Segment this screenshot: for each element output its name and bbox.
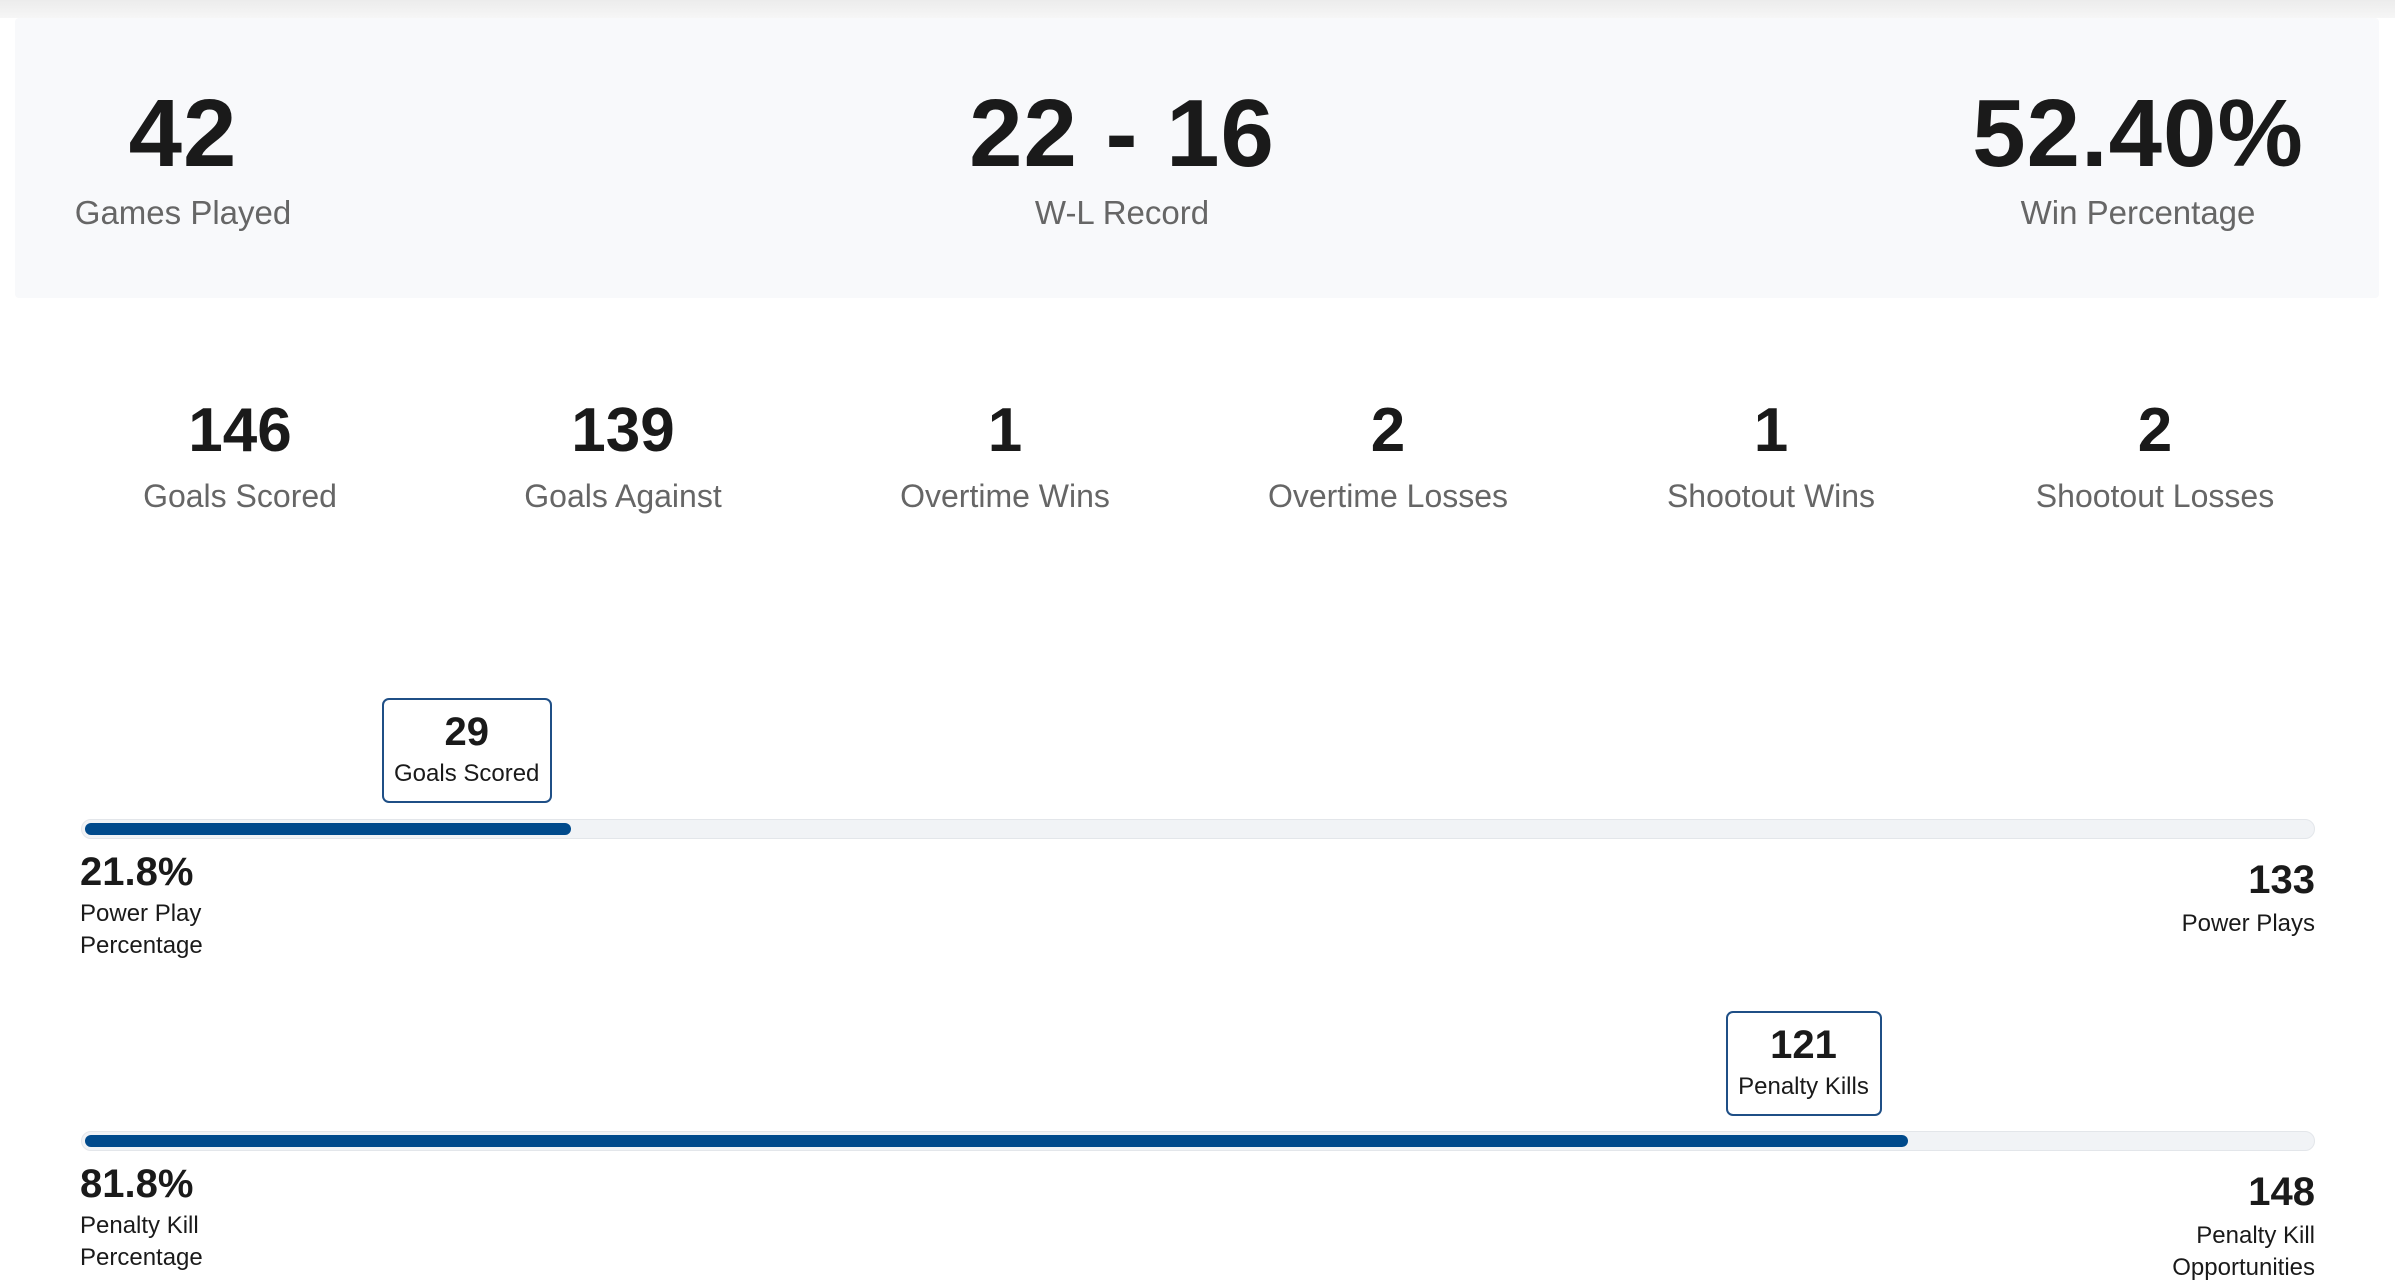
penalty-kill-percentage: 81.8% Penalty Kill Percentage <box>80 1162 240 1274</box>
stat-value: 1 <box>1753 396 1789 465</box>
stat-label: Overtime Losses <box>1267 478 1509 514</box>
stat-value: 42 <box>128 80 238 187</box>
goals-against-stat: 139 Goals Against <box>524 400 721 515</box>
stat-label: Shootout Wins <box>1666 478 1876 514</box>
overtime-wins-stat: 1 Overtime Wins <box>900 400 1110 515</box>
stat-value: 1 <box>987 396 1023 465</box>
shootout-losses-stat: 2 Shootout Losses <box>2036 400 2274 515</box>
total-value: 148 <box>2248 1170 2315 1214</box>
goals-scored-stat: 146 Goals Scored <box>143 400 337 515</box>
power-play-percentage: 21.8% Power Play Percentage <box>80 850 240 962</box>
shootout-wins-stat: 1 Shootout Wins <box>1667 400 1875 515</box>
marker-label: Goals Scored <box>394 760 540 787</box>
stat-value: 2 <box>1370 396 1406 465</box>
stat-label: Shootout Losses <box>2035 478 2275 514</box>
total-value: 133 <box>2248 858 2315 902</box>
stat-label: Overtime Wins <box>900 478 1110 514</box>
marker-label: Penalty Kills <box>1738 1073 1869 1100</box>
total-label: Power Plays <box>2181 910 2315 937</box>
total-label: Penalty Kill Opportunities <box>2172 1222 2315 1281</box>
penalty-kill-progress-bar <box>81 1131 2315 1151</box>
marker-value: 29 <box>444 710 489 754</box>
penalty-kill-progress-fill <box>85 1135 1908 1147</box>
wl-record-stat: 22 - 16 W-L Record <box>969 86 1275 232</box>
penalty-kill-opportunities-total: 148 Penalty Kill Opportunities <box>2115 1170 2315 1284</box>
percentage-value: 81.8% <box>80 1162 194 1206</box>
percentage-label: Penalty Kill Percentage <box>80 1212 203 1271</box>
summary-card <box>15 18 2379 298</box>
stat-label: W-L Record <box>1034 194 1210 231</box>
stat-value: 146 <box>188 396 292 465</box>
percentage-label: Power Play Percentage <box>80 900 203 959</box>
power-plays-total: 133 Power Plays <box>2182 858 2315 940</box>
stat-value: 52.40% <box>1972 80 2304 187</box>
stat-label: Goals Against <box>524 478 722 514</box>
stat-value: 2 <box>2137 396 2173 465</box>
power-play-progress-fill <box>85 823 571 835</box>
stat-label: Win Percentage <box>2020 194 2256 231</box>
penalty-kills-marker: 121 Penalty Kills <box>1725 1011 1882 1116</box>
percentage-value: 21.8% <box>80 850 194 894</box>
stat-label: Goals Scored <box>143 478 337 514</box>
stat-value: 139 <box>571 396 675 465</box>
games-played-stat: 42 Games Played <box>75 86 291 232</box>
power-play-goals-marker: 29 Goals Scored <box>381 698 552 803</box>
marker-value: 121 <box>1770 1023 1837 1067</box>
top-shadow <box>0 0 2395 18</box>
win-percentage-stat: 52.40% Win Percentage <box>1972 86 2304 232</box>
power-play-progress-bar <box>81 819 2315 839</box>
stat-value: 22 - 16 <box>969 80 1275 187</box>
stat-label: Games Played <box>74 194 292 231</box>
overtime-losses-stat: 2 Overtime Losses <box>1268 400 1508 515</box>
